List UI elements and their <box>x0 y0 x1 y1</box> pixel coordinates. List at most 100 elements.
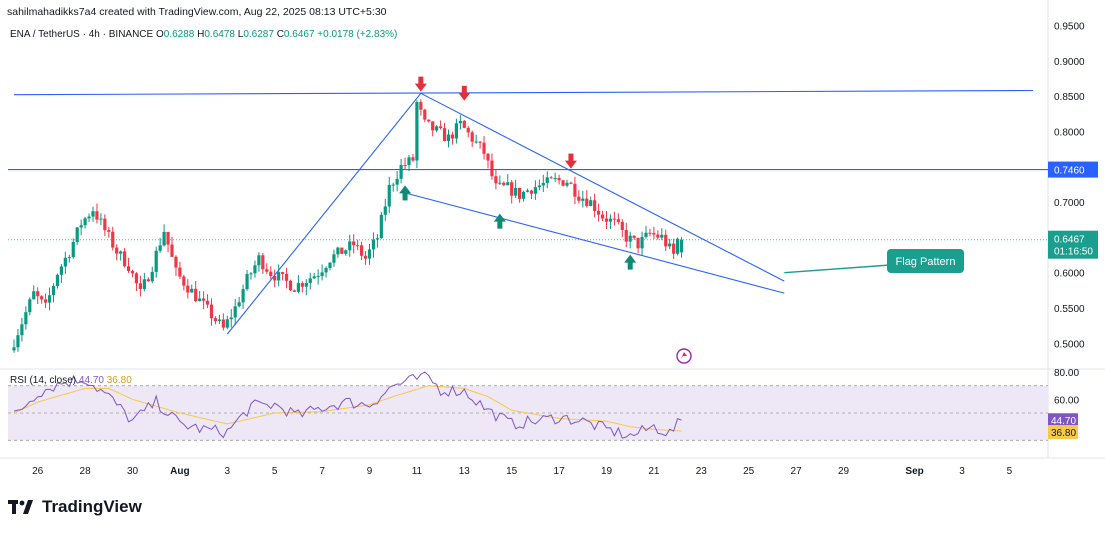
candle-body <box>537 185 541 188</box>
candle-body <box>308 278 312 283</box>
candle-body <box>356 245 360 247</box>
h-label: H <box>197 29 204 40</box>
change-value: +0.0178 (+2.83%) <box>317 29 397 40</box>
candle-body <box>656 234 660 238</box>
candle-body <box>490 160 494 177</box>
candle-body <box>166 231 170 245</box>
candle-body <box>435 126 439 131</box>
resistance-arrow-icon <box>564 153 577 169</box>
creator-label: sahilmahadikks7a4 created with TradingVi… <box>7 6 387 18</box>
candle-body <box>502 182 506 186</box>
c-value: 0.6467 <box>284 29 317 40</box>
candle-body <box>498 182 502 184</box>
o-value: 0.6288 <box>164 29 197 40</box>
candle-body <box>541 182 545 186</box>
candle-body <box>597 210 601 215</box>
candle-body <box>612 218 616 220</box>
candle-body <box>423 109 427 120</box>
candle-body <box>162 231 166 246</box>
candle-body <box>44 299 48 303</box>
current-price-tag <box>1048 230 1098 259</box>
support-arrow-icon <box>624 254 637 270</box>
arrow-head <box>493 213 506 222</box>
candle-body <box>679 239 684 253</box>
callout-pointer <box>784 264 891 274</box>
x-tick-label: 27 <box>791 466 803 477</box>
rsi-value: 44.70 <box>79 375 107 386</box>
candle-body <box>146 279 150 282</box>
rsi-ma-tag-label: 36.80 <box>1051 428 1076 439</box>
candle-body <box>458 120 462 124</box>
candle-body <box>32 291 36 300</box>
x-tick-label: 13 <box>459 466 471 477</box>
symbol-name: ENA / TetherUS · 4h · BINANCE <box>10 29 156 40</box>
x-tick-label: 19 <box>601 466 613 477</box>
candle-body <box>589 200 593 206</box>
candle-body <box>249 273 253 275</box>
callout-box <box>887 249 964 273</box>
y-tick-label: 0.9500 <box>1054 22 1085 33</box>
candle-body <box>316 276 320 278</box>
candle-body <box>664 234 668 247</box>
candle-body <box>648 232 652 234</box>
candle-body <box>439 126 443 129</box>
candle-body <box>304 282 308 287</box>
candle-body <box>529 190 534 194</box>
x-tick-label: 15 <box>506 466 518 477</box>
countdown-label: 01:16:50 <box>1054 247 1093 258</box>
candle-body <box>225 319 229 328</box>
x-tick-label: 30 <box>127 466 139 477</box>
resistance-arrow-icon <box>458 85 471 101</box>
trendline <box>13 89 1034 96</box>
candle-body <box>407 157 411 166</box>
candle-body <box>63 257 67 267</box>
rsi-value-tag <box>1048 413 1078 428</box>
y-tick-label: 0.8000 <box>1054 127 1085 138</box>
badge-bolt <box>681 352 687 359</box>
candle-body <box>12 347 16 351</box>
arrow-shaft <box>497 220 503 229</box>
candle-body <box>79 225 83 228</box>
candle-body <box>277 272 281 281</box>
current-price-value: 0.6467 <box>1054 235 1085 246</box>
candle-body <box>296 283 300 292</box>
candle-body <box>581 198 585 201</box>
candle-body <box>454 123 458 139</box>
candle-body <box>67 257 71 259</box>
candle-body <box>533 187 537 194</box>
candle-body <box>474 141 478 143</box>
candle-body <box>142 279 146 289</box>
y-tick-label: 0.9000 <box>1054 57 1085 68</box>
x-tick-label: 9 <box>367 466 373 477</box>
candle-body <box>47 295 52 303</box>
candle-body <box>608 218 613 222</box>
badge-ring <box>676 348 692 364</box>
h-value: 0.6478 <box>204 29 237 40</box>
callout-label: Flag Pattern <box>896 256 956 268</box>
o-label: O <box>156 29 164 40</box>
candle-body <box>36 291 40 297</box>
candle-body <box>51 286 56 296</box>
candle-body <box>363 255 368 259</box>
candle-body <box>604 218 609 222</box>
candle-body <box>348 241 352 251</box>
candle-body <box>640 236 644 249</box>
candle-body <box>221 319 225 328</box>
candle-body <box>229 317 233 320</box>
candle-body <box>59 266 63 275</box>
candle-body <box>99 218 103 220</box>
candle-body <box>312 276 316 279</box>
arrow-head <box>458 92 471 101</box>
resistance-arrow-icon <box>414 76 427 92</box>
candle-body <box>107 230 111 232</box>
candle-body <box>320 272 324 277</box>
x-tick-label: 17 <box>554 466 566 477</box>
x-tick-label: 5 <box>272 466 278 477</box>
rsi-legend: RSI (14, close) 44.70 36.80 <box>10 375 132 386</box>
candle-body <box>470 132 474 142</box>
candle-body <box>75 227 79 242</box>
candle-body <box>569 182 573 184</box>
candle-body <box>360 245 364 256</box>
candle-body <box>652 233 656 235</box>
candle-body <box>284 273 289 281</box>
